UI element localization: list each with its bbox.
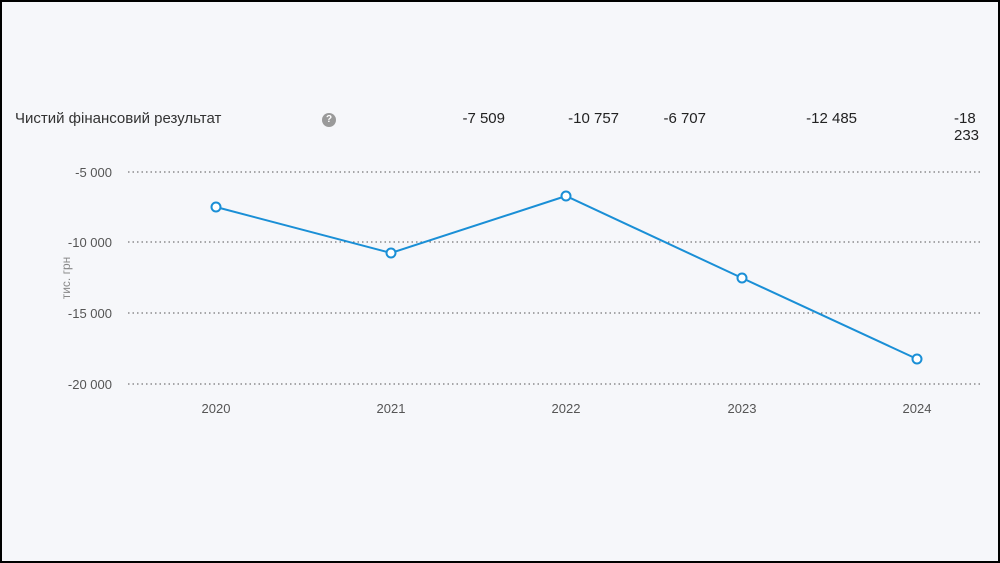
data-point[interactable] [736,272,748,284]
data-point[interactable] [385,247,397,259]
xtick: 2023 [728,401,757,416]
xtick: 2022 [552,401,581,416]
y-axis-label: тис. грн [59,257,73,300]
value-2021: -10 757 [568,110,619,127]
xtick: 2021 [377,401,406,416]
series-line [215,194,918,360]
data-point[interactable] [210,201,222,213]
ytick: -5 000 [75,165,112,180]
value-2023: -12 485 [806,110,857,127]
ytick: -20 000 [68,377,112,392]
value-2024: -18 233 [953,110,980,144]
value-2022: -6 707 [663,110,706,127]
row-label: Чистий фінансовий результат [15,110,222,127]
xtick: 2024 [903,401,932,416]
data-point[interactable] [911,353,923,365]
data-point[interactable] [560,190,572,202]
question-circle-icon[interactable]: ? [322,113,336,127]
value-2020: -7 509 [462,110,505,127]
gridlines [128,171,980,385]
ytick: -15 000 [68,306,112,321]
xtick: 2020 [202,401,231,416]
ytick: -10 000 [68,235,112,250]
